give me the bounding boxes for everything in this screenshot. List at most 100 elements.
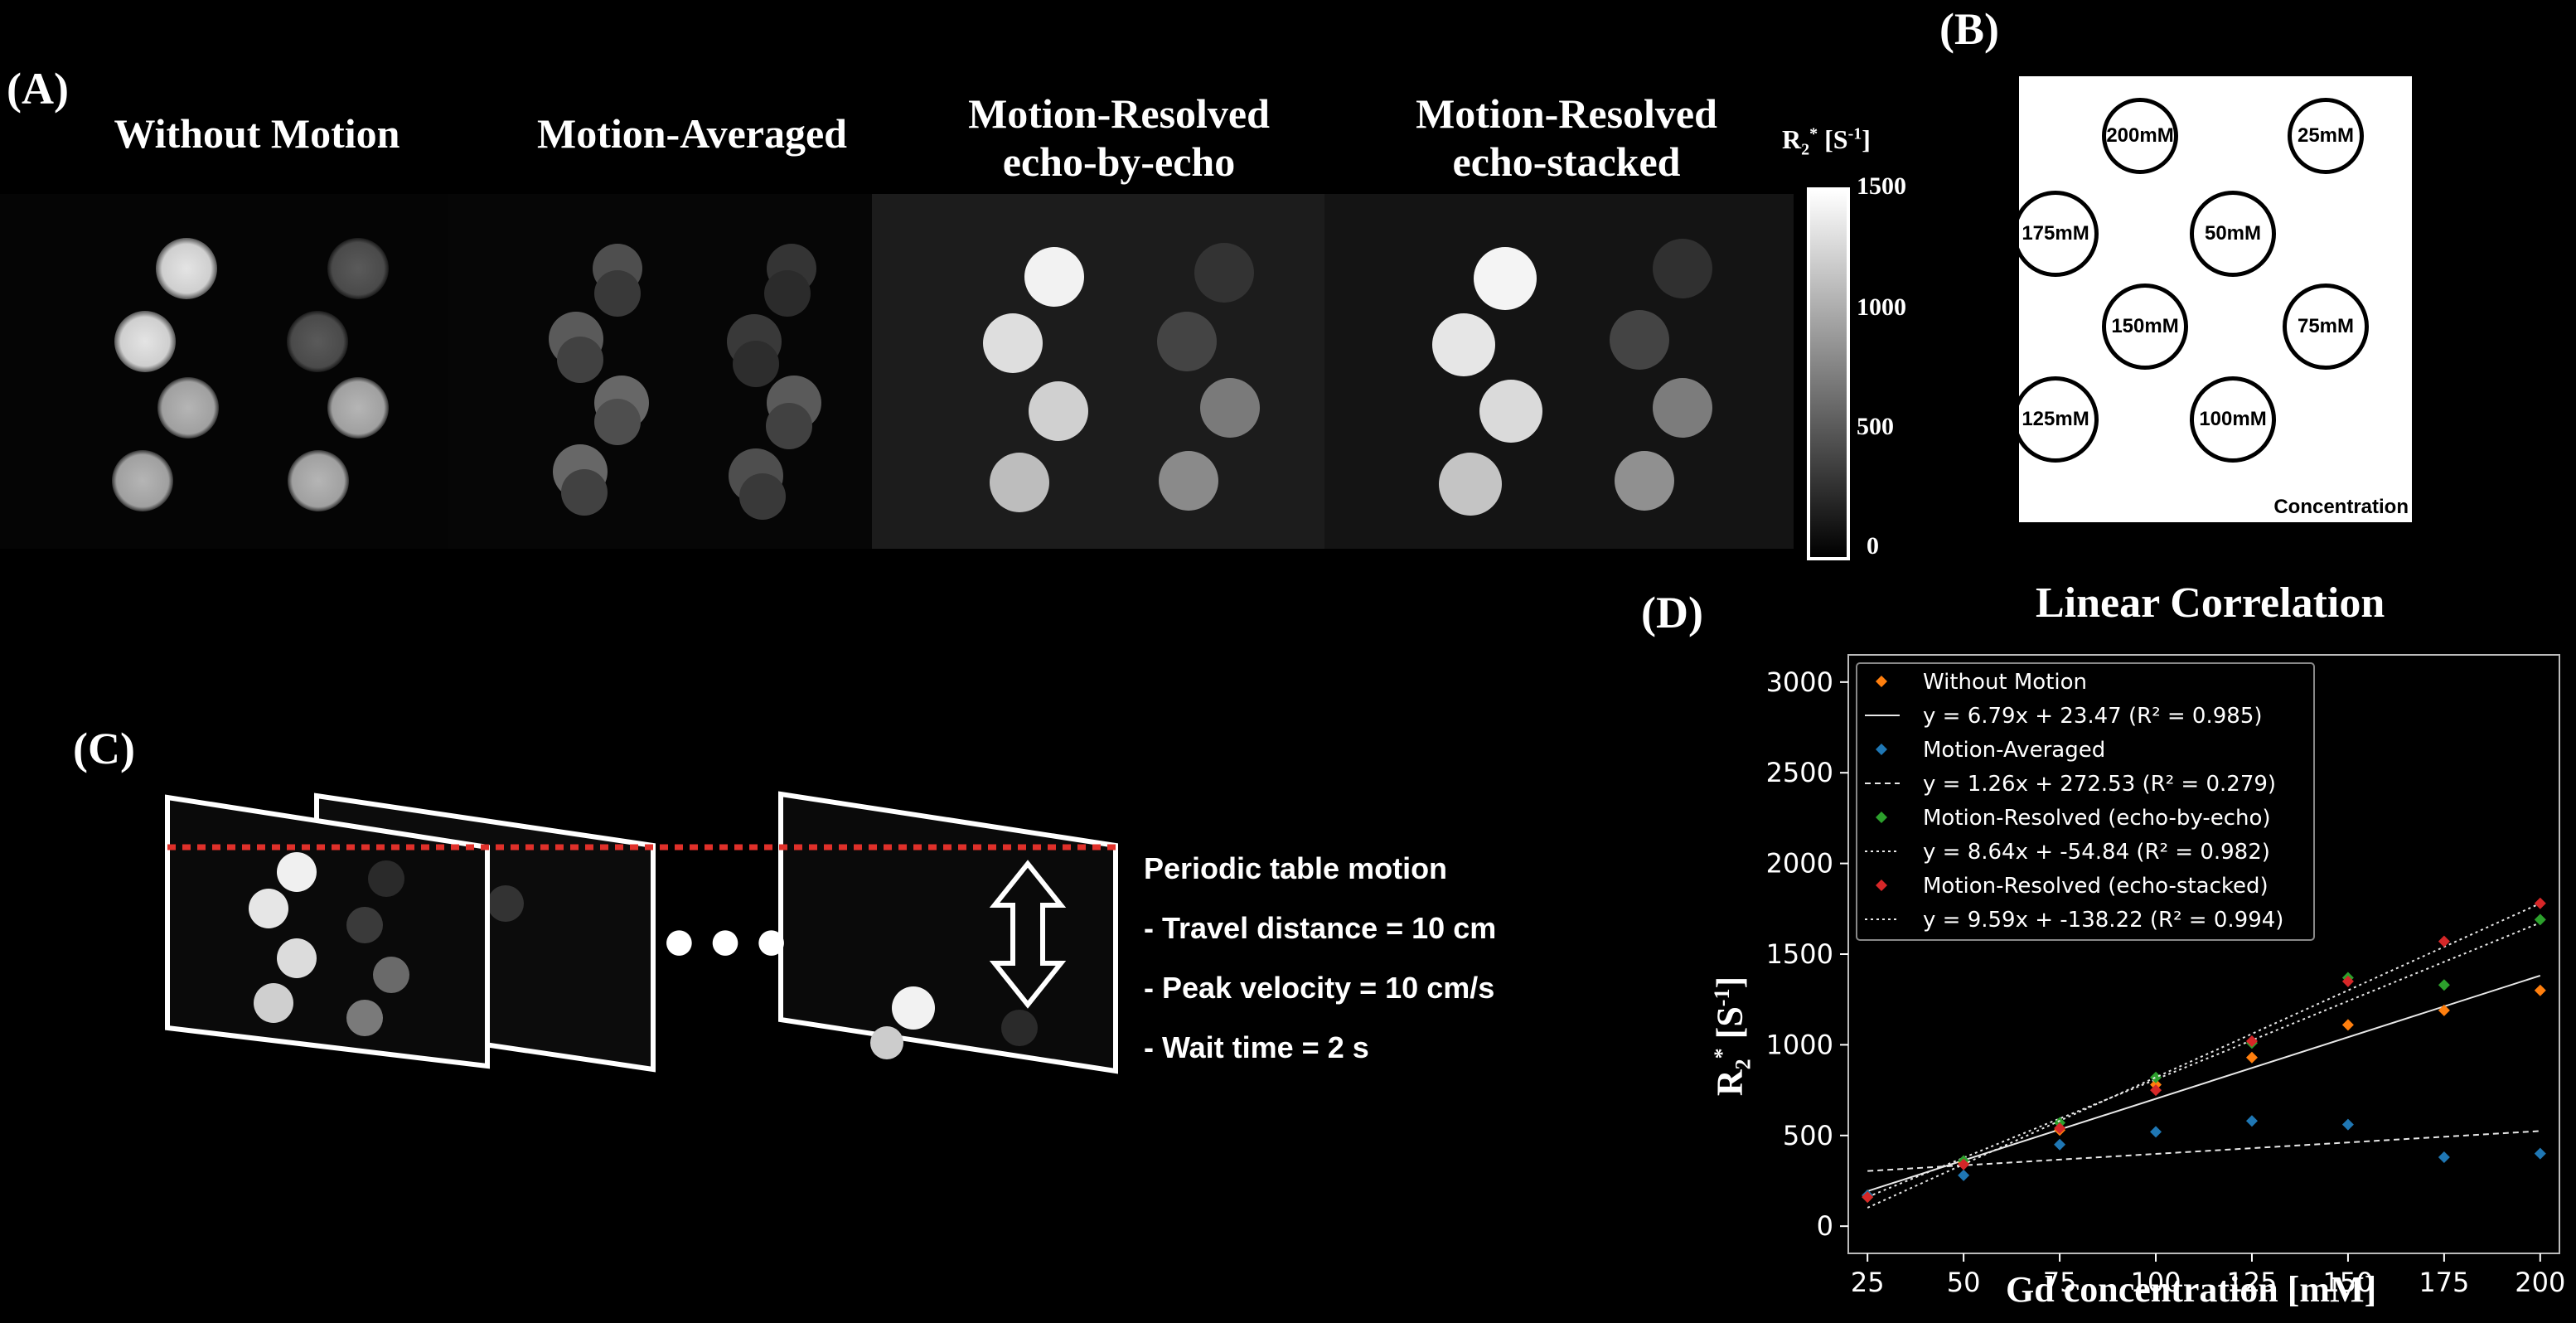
vial-label: 75mM: [2297, 315, 2355, 337]
x-tick-label: 25: [1851, 1267, 1885, 1298]
legend-fit-label: y = 8.64x + -54.84 (R² = 0.982): [1923, 840, 2270, 865]
vial-150mm: 150mM: [2102, 284, 2188, 370]
title-motion-resolved-echo-by-echo: Motion-Resolved echo-by-echo: [912, 90, 1326, 186]
motion-line-distance: - Travel distance = 10 cm: [1144, 911, 1497, 945]
chart-ylabel: R2* [S-1]: [1709, 976, 1756, 1096]
legend-marker: [1876, 676, 1887, 687]
title-line1: Motion-Averaged: [537, 110, 847, 157]
legend-fit-label: y = 1.26x + 272.53 (R² = 0.279): [1923, 772, 2276, 797]
y-tick-label: 1000: [1766, 1029, 1833, 1060]
x-tick-label: 175: [2419, 1267, 2469, 1298]
motion-line-wait: - Wait time = 2 s: [1144, 1030, 1369, 1064]
data-point: [2341, 975, 2354, 987]
vial-label: 100mM: [2199, 408, 2267, 430]
legend-series-label: Motion-Averaged: [1923, 738, 2105, 763]
colorbar-label-unit: [S: [1824, 124, 1848, 154]
data-point: [2150, 1126, 2162, 1138]
legend-series-label: Motion-Resolved (echo-by-echo): [1923, 806, 2271, 831]
data-point: [2150, 1084, 2162, 1097]
x-tick-label: 125: [2226, 1267, 2277, 1298]
mri-frame-n: [778, 791, 1118, 1074]
vial-label: 25mM: [2297, 124, 2355, 147]
data-point: [2245, 1051, 2258, 1064]
data-point: [2534, 914, 2546, 926]
data-point: [2341, 1019, 2354, 1031]
x-tick-label: 50: [1947, 1267, 1981, 1298]
chart-xlabel: Gd concentration [mM]: [2006, 1269, 2377, 1310]
vial-125mm: 125mM: [2012, 376, 2099, 463]
data-point: [2534, 1147, 2546, 1160]
vial-label: 150mM: [2111, 315, 2179, 337]
motion-description: Periodic table motion - Travel distance …: [1144, 839, 1496, 1078]
title-line1: Motion-Resolved: [968, 90, 1270, 137]
panel-d-letter: (D): [1641, 588, 1703, 637]
x-tick-label: 100: [2130, 1267, 2181, 1298]
ylabel-sub: 2: [1731, 1059, 1755, 1070]
colorbar-tick-1000: 1000: [1857, 293, 1906, 321]
colorbar-label-symbol: R: [1782, 124, 1802, 154]
legend-fit-label: y = 6.79x + 23.47 (R² = 0.985): [1923, 704, 2263, 729]
data-point: [2534, 897, 2546, 909]
y-tick-label: 500: [1783, 1120, 1833, 1151]
chart-title: Linear Correlation: [2036, 579, 2385, 627]
legend-series-label: Motion-Resolved (echo-stacked): [1923, 874, 2269, 899]
data-point: [1862, 1191, 1874, 1204]
colorbar-label-close: ]: [1862, 124, 1871, 154]
ylabel-unit: [S: [1709, 1006, 1750, 1040]
title-motion-resolved-echo-stacked: Motion-Resolved echo-stacked: [1359, 90, 1774, 186]
mri-image-without-motion: [0, 194, 448, 549]
vial-200mm: 200mM: [2102, 98, 2178, 174]
data-point: [2438, 1151, 2450, 1164]
fit-line: [1867, 1130, 2540, 1172]
x-tick-label: 200: [2515, 1267, 2565, 1298]
colorbar-label-unit-sup: -1: [1847, 124, 1862, 143]
data-point: [2438, 1004, 2450, 1016]
vial-label: 200mM: [2106, 124, 2174, 147]
vial-100mm: 100mM: [2190, 376, 2276, 463]
vial-25mm: 25mM: [2288, 98, 2364, 174]
data-point: [2245, 1035, 2258, 1048]
data-point: [2054, 1122, 2066, 1135]
title-line1: Without Motion: [114, 110, 400, 157]
motion-line-title: Periodic table motion: [1144, 851, 1448, 885]
mri-image-motion-averaged: [448, 194, 872, 549]
ylabel-sup: *: [1709, 1048, 1734, 1059]
data-point: [2054, 1138, 2066, 1151]
vial-175mm: 175mM: [2012, 191, 2099, 277]
fit-line: [1867, 922, 2541, 1198]
data-point: [2245, 1115, 2258, 1127]
x-tick-label: 75: [2043, 1267, 2077, 1298]
mri-frame-1: [165, 794, 490, 1069]
mri-image-echo-by-echo: [872, 194, 1324, 549]
x-tick-label: 150: [2322, 1267, 2373, 1298]
motion-schematic: [165, 791, 1118, 1074]
colorbar-label-sup: *: [1809, 124, 1818, 143]
data-point: [2438, 935, 2450, 947]
data-point: [2438, 979, 2450, 991]
title-without-motion: Without Motion: [50, 109, 464, 158]
vial-label: 175mM: [2022, 222, 2089, 245]
title-motion-averaged: Motion-Averaged: [489, 109, 895, 158]
colorbar-tick-1500: 1500: [1857, 172, 1906, 200]
y-tick-label: 2000: [1766, 848, 1833, 880]
ellipsis: ● ● ●: [665, 922, 790, 960]
legend-fit-label: y = 9.59x + -138.22 (R² = 0.994): [1923, 908, 2283, 933]
y-tick-label: 1500: [1766, 938, 1833, 970]
data-point: [1958, 1158, 1970, 1170]
y-tick-label: 2500: [1766, 757, 1833, 788]
colorbar-label: R2* [S-1]: [1782, 124, 1871, 159]
vial-75mm: 75mM: [2283, 284, 2369, 370]
legend-marker: [1876, 744, 1887, 755]
data-point: [1958, 1169, 1970, 1181]
ylabel-unit-sup: -1: [1709, 988, 1734, 1007]
title-line1: Motion-Resolved: [1416, 90, 1717, 137]
vial-label: 50mM: [2204, 222, 2262, 245]
colorbar-tick-500: 500: [1857, 413, 1894, 440]
linear-correlation-chart: 25 50 75 100 125 150 175 2000500100015002000250…: [1766, 654, 2565, 1298]
colorbar: [1807, 187, 1850, 560]
fit-line: [1867, 902, 2541, 1209]
phantom-caption: Concentration: [2273, 496, 2409, 518]
vial-label: 125mM: [2022, 408, 2089, 430]
legend-series-label: Without Motion: [1923, 670, 2087, 695]
vial-50mm: 50mM: [2190, 191, 2276, 277]
